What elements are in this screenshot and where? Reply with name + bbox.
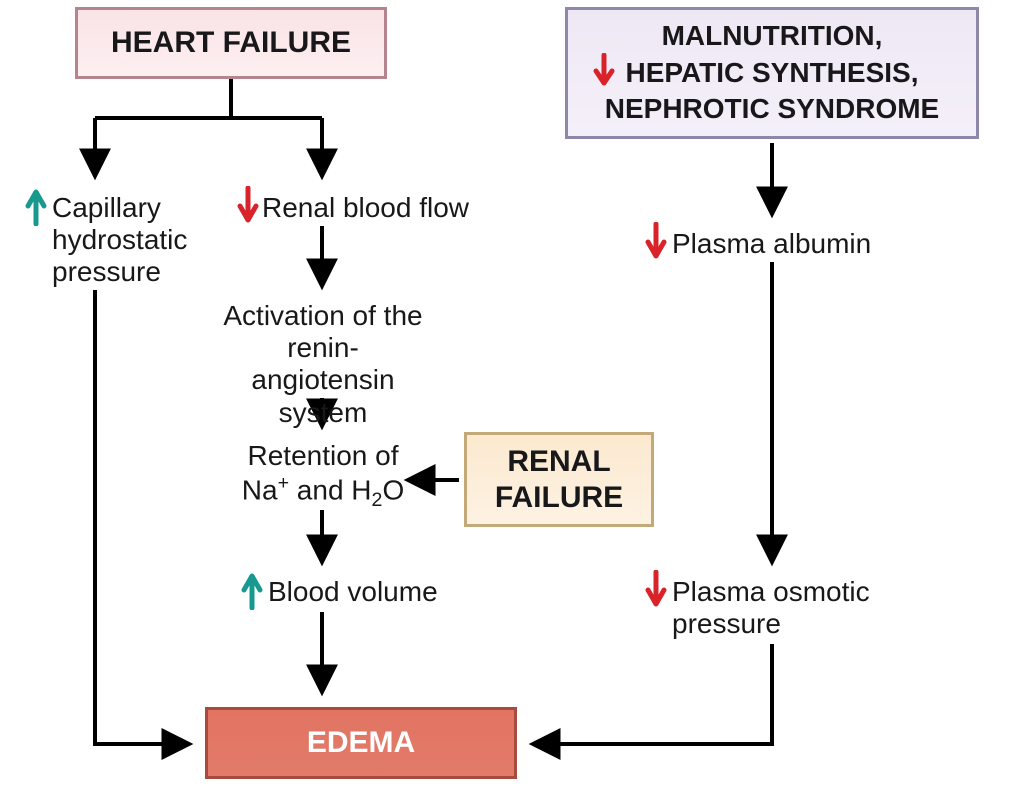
retention-line2: Na+ and H2O bbox=[238, 472, 408, 511]
box-heart-failure-label: HEART FAILURE bbox=[111, 26, 351, 60]
renal-line2: FAILURE bbox=[495, 480, 623, 516]
down-arrow-icon bbox=[644, 222, 668, 267]
label-plasma-osmotic: Plasma osmotic pressure bbox=[672, 576, 870, 640]
box-edema: EDEMA bbox=[205, 707, 517, 779]
label-raa-activation: Activation of the renin-angiotensin syst… bbox=[218, 300, 428, 429]
box-edema-label: EDEMA bbox=[307, 726, 415, 760]
down-arrow-icon bbox=[593, 53, 615, 100]
mal-line2: HEPATIC SYNTHESIS, bbox=[625, 57, 918, 88]
up-arrow-icon bbox=[240, 570, 264, 615]
box-heart-failure: HEART FAILURE bbox=[75, 7, 387, 79]
label-renal-blood-flow: Renal blood flow bbox=[262, 192, 469, 224]
label-retention: Retention of Na+ and H2O bbox=[238, 440, 408, 512]
down-arrow-icon bbox=[644, 570, 668, 615]
up-arrow-icon bbox=[24, 186, 48, 231]
mal-line1: MALNUTRITION, bbox=[605, 18, 939, 54]
box-renal-failure: RENAL FAILURE bbox=[464, 432, 654, 527]
down-arrow-icon bbox=[236, 186, 260, 231]
box-malnutrition: MALNUTRITION, HEPATIC SYNTHESIS, NEPHROT… bbox=[565, 7, 979, 139]
label-plasma-albumin: Plasma albumin bbox=[672, 228, 871, 260]
flowchart-canvas: HEART FAILURE MALNUTRITION, HEPATIC SYNT… bbox=[0, 0, 1013, 799]
edge-caphydro-to-edema bbox=[95, 290, 187, 744]
renal-line1: RENAL bbox=[495, 444, 623, 480]
edge-osm-to-edema bbox=[535, 644, 772, 744]
label-capillary-hydrostatic: Capillary hydrostatic pressure bbox=[52, 192, 187, 289]
mal-line3: NEPHROTIC SYNDROME bbox=[605, 91, 939, 127]
label-blood-volume: Blood volume bbox=[268, 576, 438, 608]
